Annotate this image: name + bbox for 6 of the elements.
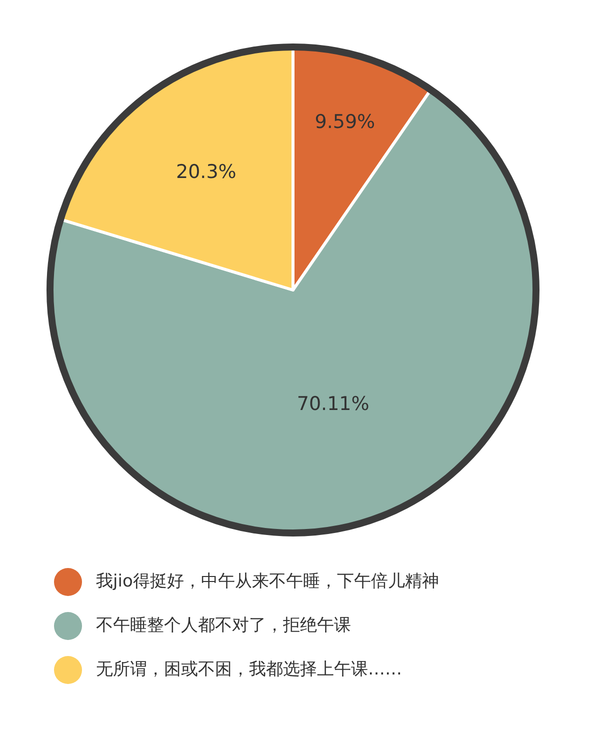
legend-label: 我jio得挺好，中午从来不午睡，下午倍儿精神	[96, 572, 439, 592]
data-label: 20.3%	[176, 161, 236, 184]
legend-label: 不午睡整个人都不对了，拒绝午课	[96, 616, 351, 636]
data-label: 9.59%	[314, 111, 376, 134]
legend-label: 无所谓，困或不困，我都选择上午课……	[96, 660, 402, 680]
data-label: 70.11%	[296, 392, 370, 415]
